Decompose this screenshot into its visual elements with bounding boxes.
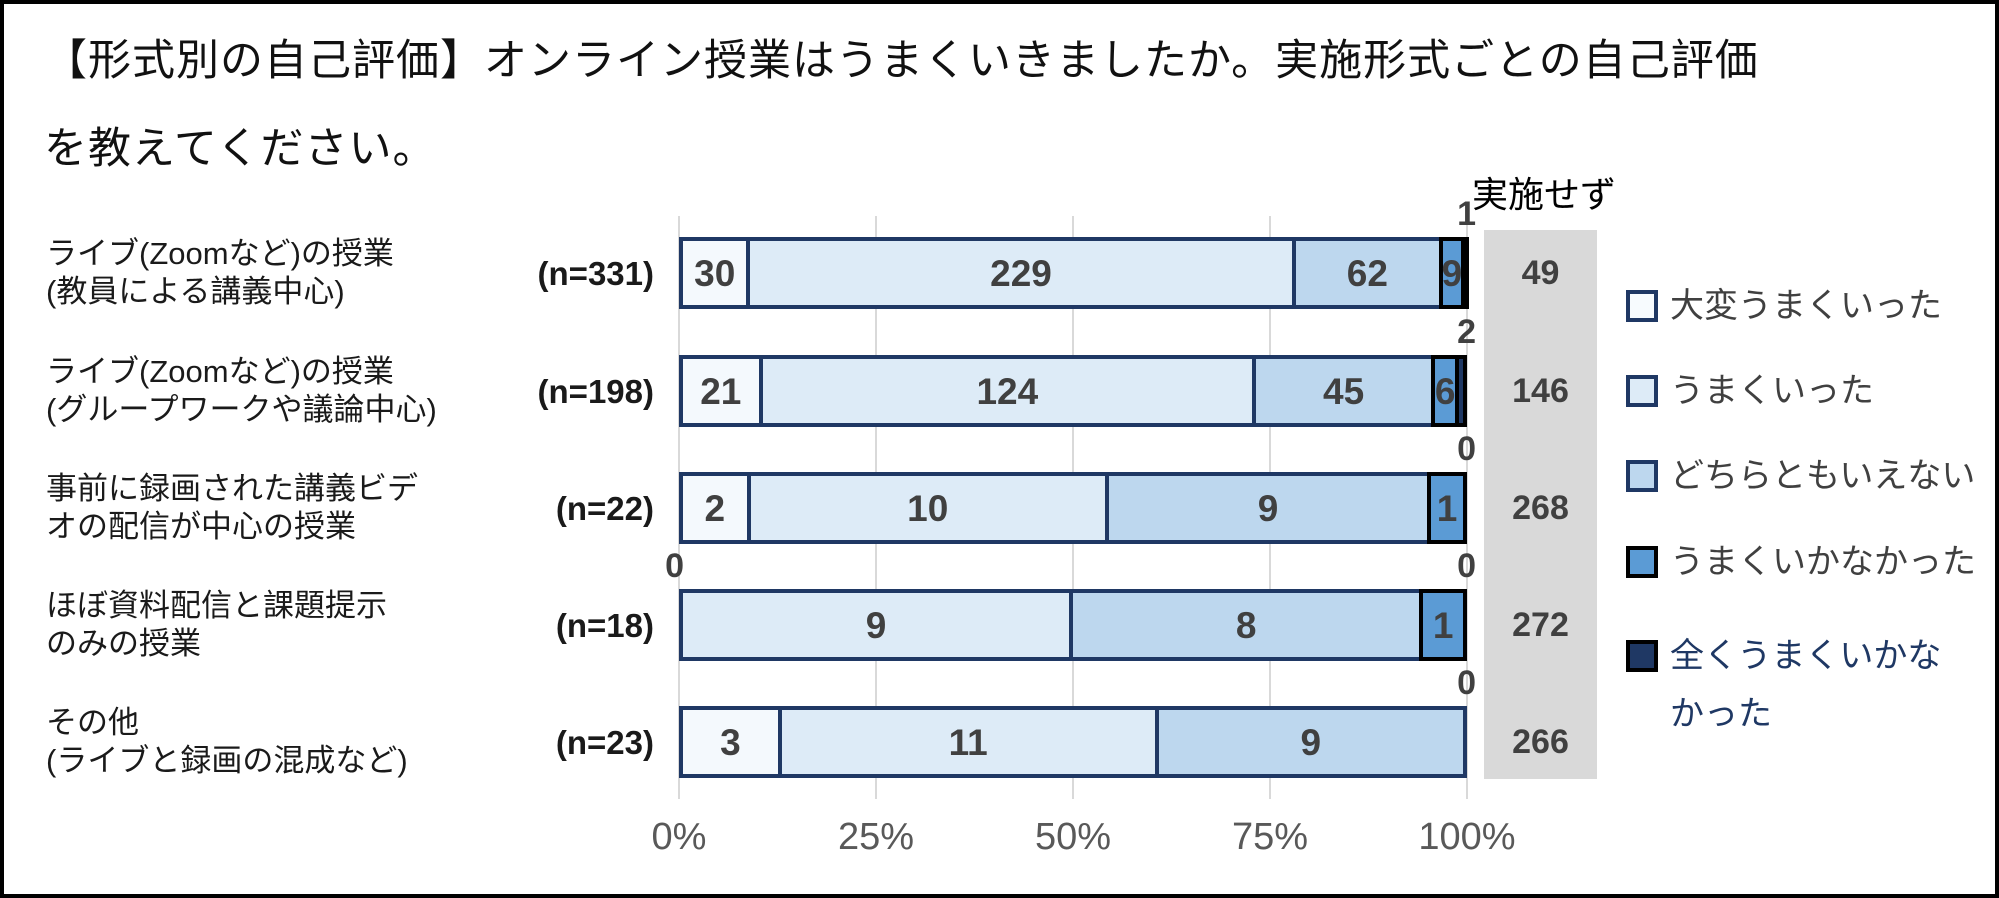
segment-value-label: 9 [1300,721,1322,763]
bar-segment-1: 21 [679,355,763,427]
chart-title-line-1: 【形式別の自己評価】オンライン授業はうまくいきましたか。実施形式ごとの自己評価 [44,37,1759,85]
bar-segment-4: 1 [1419,589,1467,661]
first-segment-zero-label: 0 [665,547,684,585]
legend-label: 大変うまくいった [1670,287,1942,325]
bar-segment-3: 9 [1104,472,1432,544]
x-axis-tick-label: 50% [1034,816,1112,858]
legend-label: うまくいかなかった [1670,543,1976,581]
segment-value-label: 1 [1432,604,1454,646]
legend-label-line-2: かった [1670,695,1772,733]
legend-swatch [1626,290,1658,322]
bar-segment-1: 3 [679,706,782,778]
legend-label-line-1: 全くうまくいかな [1670,637,1942,675]
segment-value-label: 2 [704,487,726,529]
segment-value-label: 3 [720,721,741,763]
category-label: ほぼ資料配信と課題提示 のみの授業 [46,587,606,663]
bar-segment-4: 6 [1431,355,1460,427]
segment-value-label: 1 [1436,487,1458,529]
bar-segment-5 [1460,237,1469,309]
bar-segment-2: 124 [758,355,1257,427]
segment-value-label: 21 [700,370,742,412]
bar-segment-3: 45 [1252,355,1436,427]
segment-value-label: 45 [1323,370,1365,412]
legend-swatch [1626,640,1658,672]
segment-value-label: 10 [907,487,949,529]
category-label-line-1: ライブ(Zoomなど)の授業 [46,236,394,271]
last-segment-label: 0 [1457,547,1476,585]
last-segment-label: 2 [1457,313,1476,351]
last-segment-label: 0 [1457,430,1476,468]
category-label-line-1: その他 [46,705,139,740]
bar-segment-3: 8 [1069,589,1424,661]
legend-label: どちらともいえない [1670,457,1976,495]
segment-value-label: 229 [990,252,1052,294]
category-label-line-2: のみの授業 [46,626,201,661]
segment-value-label: 30 [694,252,736,294]
bar-segment-4: 1 [1427,472,1467,544]
bar-segment-2: 10 [746,472,1109,544]
category-label-line-2: オの配信が中心の授業 [46,509,356,544]
segment-value-label: 62 [1346,252,1388,294]
segment-value-label: 9 [1441,252,1463,294]
category-label-line-1: 事前に録画された講義ビデ [46,471,418,506]
bar-segment-2: 11 [777,706,1159,778]
category-label: その他 (ライブと録画の混成など) [46,704,606,780]
n-count-label: (n=22) [555,490,654,527]
not-conducted-column [1484,230,1597,779]
x-axis-tick-label: 75% [1231,816,1309,858]
n-count-label: (n=331) [537,255,654,292]
bar-segment-3: 62 [1291,237,1444,309]
segment-value-label: 124 [976,370,1039,412]
category-label-line-1: ライブ(Zoomなど)の授業 [46,354,394,389]
last-segment-label: 0 [1457,664,1476,702]
segment-value-label: 9 [865,604,887,646]
legend-swatch [1626,375,1658,407]
category-label: ライブ(Zoomなど)の授業 (教員による講義中心) [46,235,606,311]
bar-segment-3: 9 [1154,706,1467,778]
legend-label: うまくいった [1670,372,1874,410]
bar-segment-1: 2 [679,472,751,544]
x-axis-tick-label: 0% [651,816,707,858]
n-count-label: (n=23) [555,724,654,761]
segment-value-label: 8 [1235,604,1257,646]
not-conducted-value: 268 [1512,489,1569,527]
bar-segment-2: 229 [746,237,1296,309]
chart-title-line-2: を教えてください。 [44,125,437,173]
x-axis-tick-label: 25% [837,816,915,858]
category-label-line-2: (教員による講義中心) [46,274,345,309]
category-label-line-1: ほぼ資料配信と課題提示 [46,588,387,623]
segment-value-label: 11 [948,721,988,763]
not-conducted-value: 266 [1512,723,1569,761]
category-label-line-2: (グループワークや議論中心) [46,392,437,427]
not-conducted-value: 272 [1512,606,1569,644]
category-label: ライブ(Zoomなど)の授業 (グループワークや議論中心) [46,353,606,429]
category-label-line-2: (ライブと録画の混成など) [46,743,408,778]
segment-value-label: 9 [1257,487,1279,529]
x-axis-tick-label: 100% [1418,816,1516,858]
legend-swatch [1626,460,1658,492]
category-label: 事前に録画された講義ビデ オの配信が中心の授業 [46,470,606,546]
last-segment-label: 1 [1457,195,1476,233]
n-count-label: (n=18) [555,607,654,644]
segment-value-label: 6 [1434,370,1456,412]
not-conducted-value: 49 [1521,254,1560,292]
legend-swatch [1626,546,1658,578]
n-count-label: (n=198) [537,373,654,410]
bar-segment-1: 30 [679,237,751,309]
bar-segment-2: 9 [679,589,1073,661]
not-conducted-value: 146 [1512,372,1569,410]
not-conducted-header: 実施せず [1472,174,1617,215]
bar-segment-5 [1455,355,1467,427]
gridline [1466,216,1468,799]
